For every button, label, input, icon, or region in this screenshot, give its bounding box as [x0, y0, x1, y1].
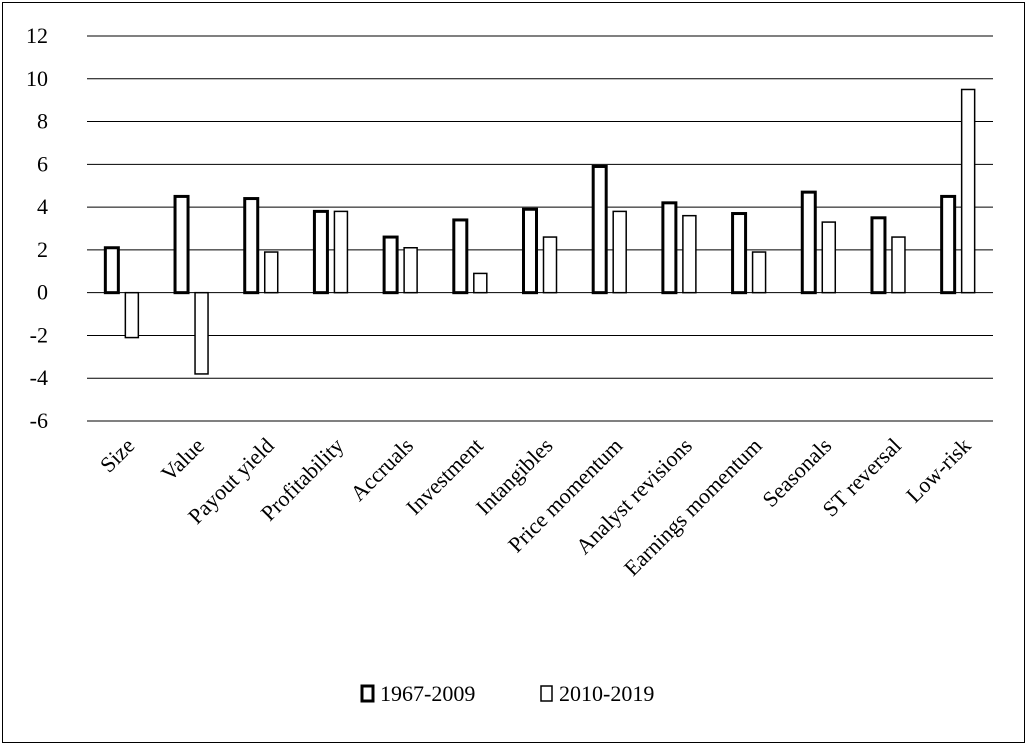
bar-series-1 — [382, 235, 399, 295]
bar-series-2 — [751, 251, 767, 294]
bars — [103, 88, 976, 375]
bar-series-1 — [661, 201, 678, 295]
y-tick-label: 10 — [26, 66, 48, 91]
bar-series-2 — [960, 88, 976, 294]
bar-series-2 — [821, 221, 837, 294]
bar-series-2 — [403, 247, 418, 294]
legend-label: 1967-2009 — [380, 681, 475, 706]
bar-series-1 — [940, 194, 957, 295]
bar-series-1 — [312, 209, 329, 295]
bar-series-2 — [891, 236, 906, 294]
y-tick-label: -4 — [30, 365, 48, 390]
bar-series-1 — [522, 207, 538, 295]
y-tick-label: 8 — [37, 109, 48, 134]
y-tick-label: 2 — [37, 237, 48, 262]
bar-series-1 — [243, 197, 260, 295]
bar-series-1 — [731, 212, 748, 295]
x-category-label: Size — [95, 433, 139, 477]
bar-series-1 — [173, 194, 190, 295]
legend: 1967-2009 2010-2019 — [360, 681, 654, 706]
bar-series-2 — [612, 210, 627, 294]
y-tick-label: 4 — [37, 194, 48, 219]
bar-series-2 — [542, 236, 558, 294]
bar-series-1 — [591, 164, 608, 295]
y-tick-label: 6 — [37, 151, 48, 176]
x-category-label: Value — [156, 433, 209, 486]
bar-series-2 — [194, 291, 209, 375]
legend-label: 2010-2019 — [559, 681, 654, 706]
bar-series-1 — [870, 216, 887, 295]
y-tick-label: 0 — [37, 280, 48, 305]
bar-series-2 — [333, 210, 349, 294]
bar-series-1 — [103, 246, 120, 295]
x-category-label: Earnings momentum — [619, 433, 767, 581]
legend-swatch — [360, 684, 375, 703]
y-tick-label: -6 — [30, 408, 48, 433]
y-axis-ticks: -6 -4 -2 0 2 4 6 8 10 12 — [26, 23, 48, 433]
y-tick-label: 12 — [26, 23, 48, 48]
bar-series-2 — [124, 291, 140, 339]
gridlines — [87, 35, 993, 422]
y-tick-label: -2 — [30, 322, 48, 347]
bar-series-2 — [682, 214, 697, 294]
legend-swatch — [540, 685, 553, 702]
bar-series-2 — [473, 272, 488, 294]
bar-series-2 — [263, 251, 279, 294]
bar-series-1 — [800, 190, 817, 295]
bar-series-1 — [452, 218, 469, 295]
x-category-label: Low-risk — [901, 433, 976, 508]
